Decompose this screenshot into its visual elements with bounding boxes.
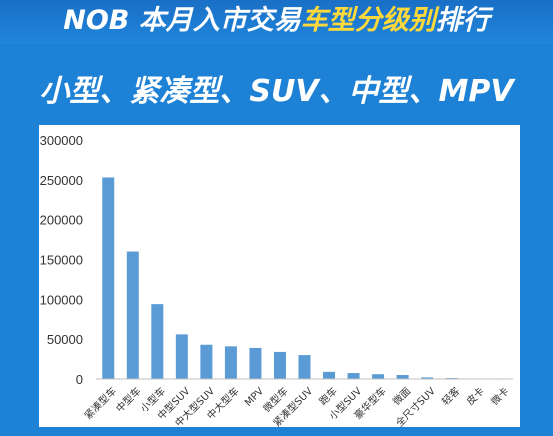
x-tick-label: 轻客 (439, 384, 462, 407)
bar (249, 347, 262, 379)
page-title: NOB 本月入市交易车型分级别排行 (0, 2, 553, 40)
bar (126, 251, 139, 379)
title-prefix: NOB 本月入市交易 (63, 5, 301, 36)
bars-group (102, 177, 507, 380)
y-tick-label: 300000 (40, 133, 83, 148)
x-tick-label: 皮卡 (464, 384, 487, 407)
bar (224, 346, 237, 379)
bar (396, 375, 409, 379)
x-tick-label: 微卡 (488, 384, 511, 407)
bar (151, 304, 164, 379)
bar (273, 351, 286, 379)
bar (323, 371, 336, 379)
bar (372, 374, 385, 379)
bar (298, 355, 311, 379)
bar (421, 377, 434, 379)
y-axis: 0 50000 100000 150000 200000 250000 300000 (40, 133, 83, 387)
bar (200, 344, 213, 379)
x-tick-label: 紧凑型车 (81, 384, 118, 421)
chart-panel: 0 50000 100000 150000 200000 250000 300000 紧凑型… (39, 125, 520, 427)
subtitle: 小型、紧凑型、SUV、中型、MPV (39, 74, 514, 109)
bar-chart: 0 50000 100000 150000 200000 250000 300000 紧凑型… (40, 133, 513, 427)
bar (102, 177, 115, 379)
y-tick-label: 250000 (40, 173, 83, 188)
y-tick-label: 200000 (40, 213, 83, 228)
x-tick-label: 中型车 (113, 384, 143, 414)
title-highlight: 车型分级别 (300, 5, 436, 36)
bar (347, 373, 360, 379)
bar (175, 334, 188, 379)
x-tick-label: 微面 (390, 384, 413, 407)
y-tick-label: 50000 (47, 332, 83, 347)
title-suffix: 排行 (435, 5, 490, 36)
y-tick-label: 100000 (40, 292, 83, 307)
y-tick-label: 0 (76, 372, 83, 387)
header-band (0, 0, 553, 44)
y-tick-label: 150000 (40, 253, 83, 268)
x-tick-label: 跑车 (316, 384, 339, 407)
